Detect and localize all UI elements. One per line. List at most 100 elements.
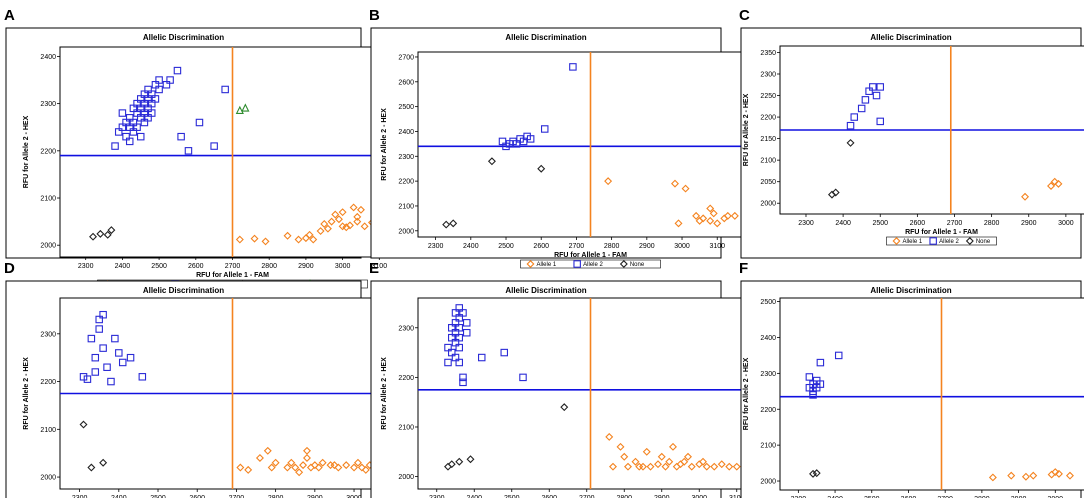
series-allele-1 [988, 468, 1074, 482]
data-point [299, 461, 308, 470]
x-tick-label: 2700 [229, 495, 245, 498]
x-tick-label: 2800 [974, 496, 990, 498]
data-point [988, 473, 997, 482]
panel-letter: C [739, 7, 750, 24]
data-point [133, 123, 141, 131]
data-point [665, 457, 674, 466]
data-point [118, 109, 127, 117]
x-tick-label: 3100 [709, 243, 725, 250]
data-point [725, 462, 734, 471]
data-point [261, 237, 270, 246]
x-tick-label: 2400 [111, 495, 127, 498]
legend-box [520, 259, 661, 269]
data-point [709, 209, 718, 218]
series-allele-1 [604, 177, 739, 228]
data-point [314, 463, 323, 472]
data-point [342, 223, 351, 232]
y-tick-label: 2700 [398, 54, 414, 61]
data-point [111, 142, 119, 150]
data-point [519, 373, 527, 382]
x-tick-label: 2500 [150, 495, 166, 498]
data-point [151, 95, 160, 103]
series-none [89, 226, 116, 241]
x-tick-label: 2800 [984, 220, 1000, 227]
x-tick-label: 2300 [798, 220, 814, 227]
x-tick-label: 2900 [639, 243, 655, 250]
series-none [827, 138, 855, 199]
data-point [342, 461, 351, 470]
series-allele-2 [111, 66, 229, 155]
series-allele-2 [498, 63, 577, 151]
data-point [674, 219, 683, 228]
panel-letter: D [4, 260, 15, 277]
y-tick-label: 2300 [760, 72, 776, 79]
x-tick-label: 2600 [189, 495, 205, 498]
x-tick-label: 2800 [604, 243, 620, 250]
data-point [669, 442, 677, 451]
data-point [87, 334, 96, 343]
data-point [687, 462, 696, 471]
data-point [449, 219, 458, 228]
legend-marker [965, 237, 974, 245]
data-point [850, 113, 859, 121]
x-tick-label: 3000 [346, 495, 362, 498]
y-tick-label: 2200 [760, 115, 776, 122]
data-point [455, 457, 464, 466]
chart-panel-d: D Allelic Discrimination 2300 2400 2500 2600 2… [4, 260, 406, 498]
data-point [125, 137, 134, 146]
x-tick-label: 2400 [463, 243, 479, 250]
data-point [681, 184, 690, 193]
data-point [79, 373, 88, 381]
data-point [323, 224, 332, 233]
series-allele-1 [605, 432, 741, 471]
x-tick-label: 2500 [872, 220, 888, 227]
y-axis-label: RFU for Allele 2 - HEX [23, 357, 30, 430]
data-point [283, 463, 292, 472]
data-point [126, 353, 135, 362]
series-none [442, 157, 546, 229]
x-tick-label: 2300 [428, 243, 444, 250]
data-point [263, 446, 272, 455]
data-point [184, 147, 193, 155]
data-point [166, 76, 174, 84]
data-point [537, 164, 546, 173]
data-point [816, 358, 825, 367]
legend-box [886, 236, 997, 246]
series-allele-2 [79, 310, 147, 386]
data-point [876, 117, 884, 126]
chart-title: Allelic Discrimination [505, 286, 586, 295]
data-point [447, 460, 456, 469]
x-tick-label: 2600 [533, 243, 549, 250]
x-tick-label: 2900 [307, 495, 323, 498]
data-point [1029, 471, 1038, 480]
y-tick-label: 2400 [398, 129, 414, 136]
data-point [816, 380, 825, 388]
series-allele-2 [805, 351, 843, 399]
x-tick-label: 2600 [541, 495, 557, 498]
data-point [805, 373, 814, 381]
data-point [241, 103, 250, 112]
data-point [353, 458, 362, 467]
data-point [706, 204, 715, 213]
data-point [99, 458, 108, 467]
legend-marker [619, 260, 628, 268]
data-point [303, 446, 311, 455]
data-point [1021, 472, 1030, 481]
data-point [267, 463, 276, 472]
x-tick-label: 2300 [791, 496, 807, 498]
legend-label: Allele 1 [537, 262, 557, 268]
data-point [680, 457, 689, 466]
x-tick-label: 2400 [466, 495, 482, 498]
x-tick-label: 2700 [937, 496, 953, 498]
data-point [455, 333, 464, 342]
y-tick-label: 2100 [760, 158, 776, 165]
data-point [1021, 192, 1030, 201]
data-point [812, 469, 821, 478]
data-point [349, 203, 358, 212]
x-tick-label: 2800 [616, 495, 632, 498]
data-point [87, 463, 96, 472]
data-point [111, 334, 119, 343]
data-point [466, 455, 475, 464]
x-tick-label: 2300 [429, 495, 445, 498]
x-tick-label: 2900 [1021, 220, 1037, 227]
